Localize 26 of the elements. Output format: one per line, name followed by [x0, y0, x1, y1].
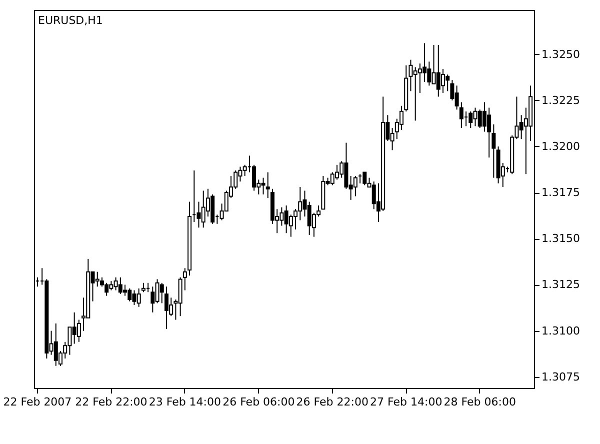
y-tick-label: 1.3200 — [542, 140, 580, 153]
candlestick — [76, 319, 81, 342]
x-tick-label: 22 Feb 2007 — [3, 396, 72, 408]
x-tick-label: 26 Feb 06:00 — [222, 396, 295, 408]
candlestick — [468, 110, 473, 129]
x-tick-label: 23 Feb 14:00 — [148, 396, 222, 408]
candlestick — [141, 282, 146, 293]
x-tick-label: 26 Feb 22:00 — [296, 396, 368, 408]
y-tick-label: 1.3125 — [542, 278, 580, 292]
x-tick-label: 28 Feb 06:00 — [444, 396, 516, 408]
chart-title: EURUSD,H1 — [38, 14, 103, 27]
x-tick-label: 22 Feb 22:00 — [75, 396, 148, 408]
candlestick — [266, 172, 270, 199]
y-tick-label: 1.3100 — [542, 324, 580, 338]
y-tick-label: 1.3150 — [542, 232, 580, 246]
candlestick — [459, 102, 464, 129]
y-tick-label: 1.3075 — [542, 370, 580, 384]
candlestick — [492, 124, 496, 178]
y-tick-label: 1.3225 — [542, 94, 580, 107]
x-tick-label: 27 Feb 14:00 — [370, 396, 442, 408]
y-tick-label: 1.3250 — [542, 48, 580, 61]
candlestick — [252, 164, 256, 192]
candlestick — [182, 268, 187, 291]
y-tick-label: 1.3175 — [542, 186, 580, 200]
candlestick — [160, 282, 164, 304]
candlestick — [353, 175, 358, 197]
